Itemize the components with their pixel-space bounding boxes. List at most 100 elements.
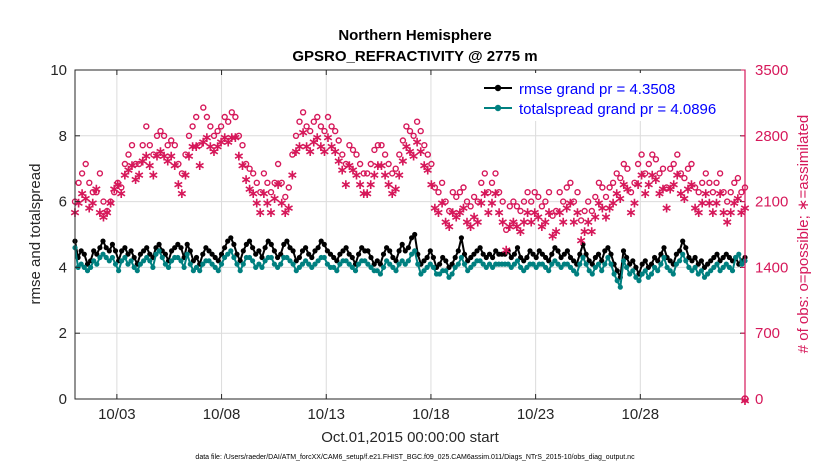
point-totalspread [611,271,617,277]
point-assimilated: ∗ [718,205,730,221]
point-assimilated: ∗ [140,149,152,165]
point-totalspread [683,258,689,264]
point-rmse [477,245,483,251]
point-totalspread [409,251,415,257]
chart-title: Northern Hemisphere [338,27,491,44]
point-assimilated: ∗ [194,158,206,174]
point-possible [620,160,627,168]
point-rmse [530,251,536,257]
point-rmse [440,254,446,261]
point-totalspread [156,248,162,254]
x-tick-label: 10/13 [307,406,345,423]
point-rmse [680,238,686,244]
point-totalspread [630,268,636,274]
point-rmse [359,245,365,251]
point-rmse [237,258,243,264]
point-totalspread [661,254,667,261]
point-assimilated: ∗ [604,200,616,216]
point-assimilated: ∗ [668,177,680,193]
point-assimilated: ∗ [133,167,145,183]
point-rmse [602,248,608,254]
point-rmse [642,258,648,264]
point-totalspread [437,271,443,277]
point-rmse [567,254,574,261]
point-assimilated: ∗ [443,219,455,235]
point-rmse [471,251,477,257]
point-rmse [284,238,290,244]
point-rmse [193,254,200,261]
point-rmse [119,248,125,254]
point-possible [588,207,595,215]
point-rmse [368,254,374,261]
point-assimilated: ∗ [311,130,323,146]
point-rmse [639,261,645,267]
point-rmse [215,258,221,264]
point-rmse [187,248,193,254]
point-possible [667,165,674,172]
point-assimilated: ∗ [586,224,598,240]
point-assimilated: ∗ [536,219,548,235]
point-possible [403,123,410,130]
point-possible [356,160,364,168]
point-assimilated: ∗ [155,144,167,160]
point-rmse [81,251,87,257]
point-rmse [592,254,599,261]
point-totalspread [505,261,511,267]
y-tick-label-right: 1400 [755,259,788,276]
point-assimilated: ∗ [301,139,313,155]
point-rmse [393,258,399,264]
point-possible [389,170,396,177]
point-rmse [184,241,190,247]
point-totalspread [689,268,695,274]
point-rmse [334,258,340,264]
point-possible [100,198,107,205]
point-totalspread [680,251,686,257]
point-assimilated: ∗ [689,200,701,216]
point-possible [196,141,203,149]
point-assimilated: ∗ [340,177,352,193]
point-possible [545,188,553,196]
legend-label-totalspread: totalspread grand pr = 4.0896 [519,101,716,118]
point-rmse [723,251,729,257]
point-assimilated: ∗ [700,186,712,202]
point-totalspread [337,261,343,267]
point-rmse [527,248,533,254]
point-possible [296,118,303,125]
point-rmse [212,254,218,261]
point-possible [221,113,228,121]
point-totalspread [275,264,281,270]
point-rmse [281,241,287,247]
point-assimilated: ∗ [721,214,733,230]
point-totalspread [652,264,658,270]
point-assimilated: ∗ [365,177,377,193]
y-tick-label: 2 [59,325,67,342]
point-rmse [309,254,315,261]
point-assimilated: ∗ [230,130,242,146]
point-totalspread [583,261,589,267]
point-rmse [686,254,692,261]
point-rmse [225,238,231,244]
point-totalspread [193,264,200,270]
point-totalspread [125,261,131,267]
point-possible [378,141,385,149]
point-rmse [240,248,246,254]
point-possible [609,179,617,187]
point-possible [260,170,268,177]
point-assimilated: ∗ [205,139,217,155]
point-totalspread [94,261,100,267]
point-totalspread [533,264,539,270]
point-totalspread [723,261,729,267]
point-possible [239,141,246,149]
point-totalspread [296,264,302,270]
point-assimilated: ∗ [76,186,88,202]
point-possible [699,179,706,187]
point-possible [570,198,578,205]
point-possible [642,170,649,177]
point-possible-zero [741,395,749,403]
point-totalspread [698,268,705,274]
point-assimilated: ∗ [475,196,487,212]
point-possible [192,113,200,121]
point-assimilated: ∗ [144,158,156,174]
point-possible [232,113,239,121]
point-totalspread [592,264,599,270]
